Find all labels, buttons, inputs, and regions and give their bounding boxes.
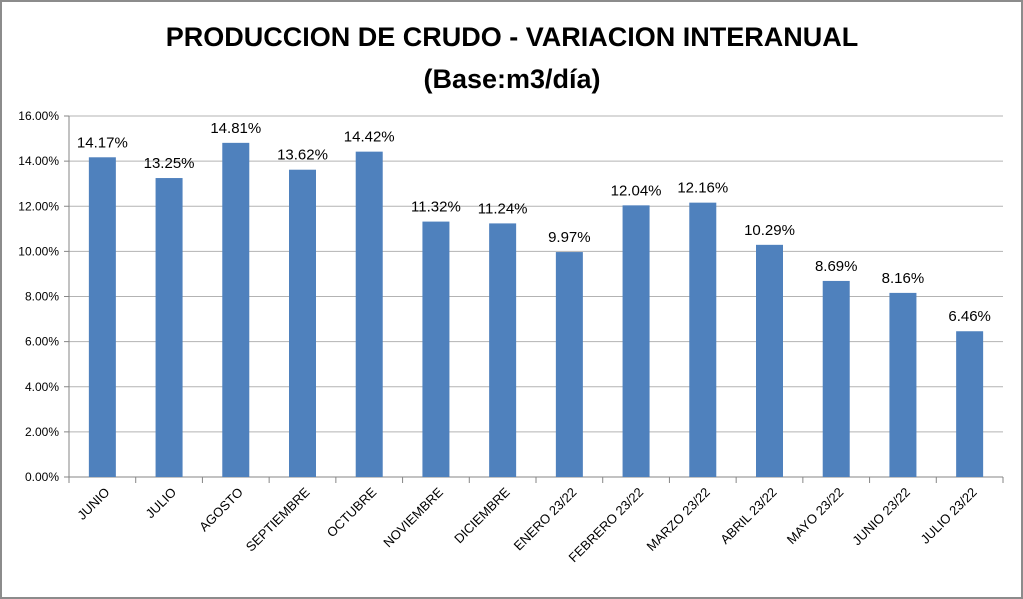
bar	[889, 292, 917, 477]
data-label: 11.32%	[411, 199, 461, 216]
bar	[222, 142, 250, 478]
bar	[689, 202, 717, 477]
bar	[756, 244, 783, 477]
y-tick-label: 2.00%	[25, 425, 59, 439]
bar	[289, 169, 316, 478]
y-tick-label: 6.00%	[25, 335, 59, 349]
bar	[422, 221, 450, 477]
y-tick-label: 0.00%	[25, 470, 59, 484]
x-category-label: AGOSTO	[196, 485, 246, 535]
bar	[489, 223, 517, 477]
bar	[822, 280, 850, 477]
data-label: 14.42%	[344, 129, 395, 146]
y-tick-label: 8.00%	[25, 290, 59, 304]
x-category-label: JULIO 23/22	[918, 485, 980, 547]
bar	[155, 178, 183, 477]
data-label: 14.81%	[210, 120, 261, 137]
y-tick-label: 14.00%	[18, 154, 59, 168]
x-category-label: OCTUBRE	[324, 484, 380, 540]
x-category-label: MARZO 23/22	[644, 485, 713, 554]
data-label: 12.04%	[611, 182, 662, 199]
y-tick-label: 16.00%	[18, 109, 59, 123]
chart-subtitle: (Base:m3/día)	[423, 64, 600, 94]
bar	[622, 205, 650, 477]
y-tick-label: 12.00%	[18, 199, 59, 213]
x-category-label: NOVIEMBRE	[380, 484, 446, 550]
chart-title: PRODUCCION DE CRUDO - VARIACION INTERANU…	[166, 22, 859, 52]
x-category-label: JUNIO	[74, 485, 112, 523]
bar	[88, 157, 116, 477]
x-category-label: SEPTIEMBRE	[243, 484, 313, 554]
x-category-label: MAYO 23/22	[784, 485, 847, 548]
data-label: 11.24%	[478, 200, 528, 217]
x-category-label: ABRIL 23/22	[717, 485, 779, 547]
y-tick-label: 10.00%	[18, 244, 59, 258]
x-category-label: ENERO 23/22	[511, 485, 580, 554]
bar	[555, 252, 583, 477]
data-label: 12.16%	[677, 180, 728, 197]
data-label: 8.69%	[815, 258, 858, 275]
data-label: 10.29%	[744, 222, 795, 239]
y-tick-label: 4.00%	[25, 380, 59, 394]
x-category-label: JULIO	[143, 485, 180, 522]
bar	[355, 151, 383, 477]
x-category-label: DICIEMBRE	[451, 484, 513, 546]
data-label: 13.25%	[144, 155, 195, 172]
bar	[956, 331, 984, 477]
data-label: 6.46%	[948, 308, 991, 325]
data-label: 8.16%	[882, 270, 925, 287]
data-label: 9.97%	[548, 229, 591, 246]
data-label: 14.17%	[77, 134, 128, 151]
x-category-label: JUNIO 23/22	[849, 485, 913, 549]
data-label: 13.62%	[277, 147, 328, 164]
